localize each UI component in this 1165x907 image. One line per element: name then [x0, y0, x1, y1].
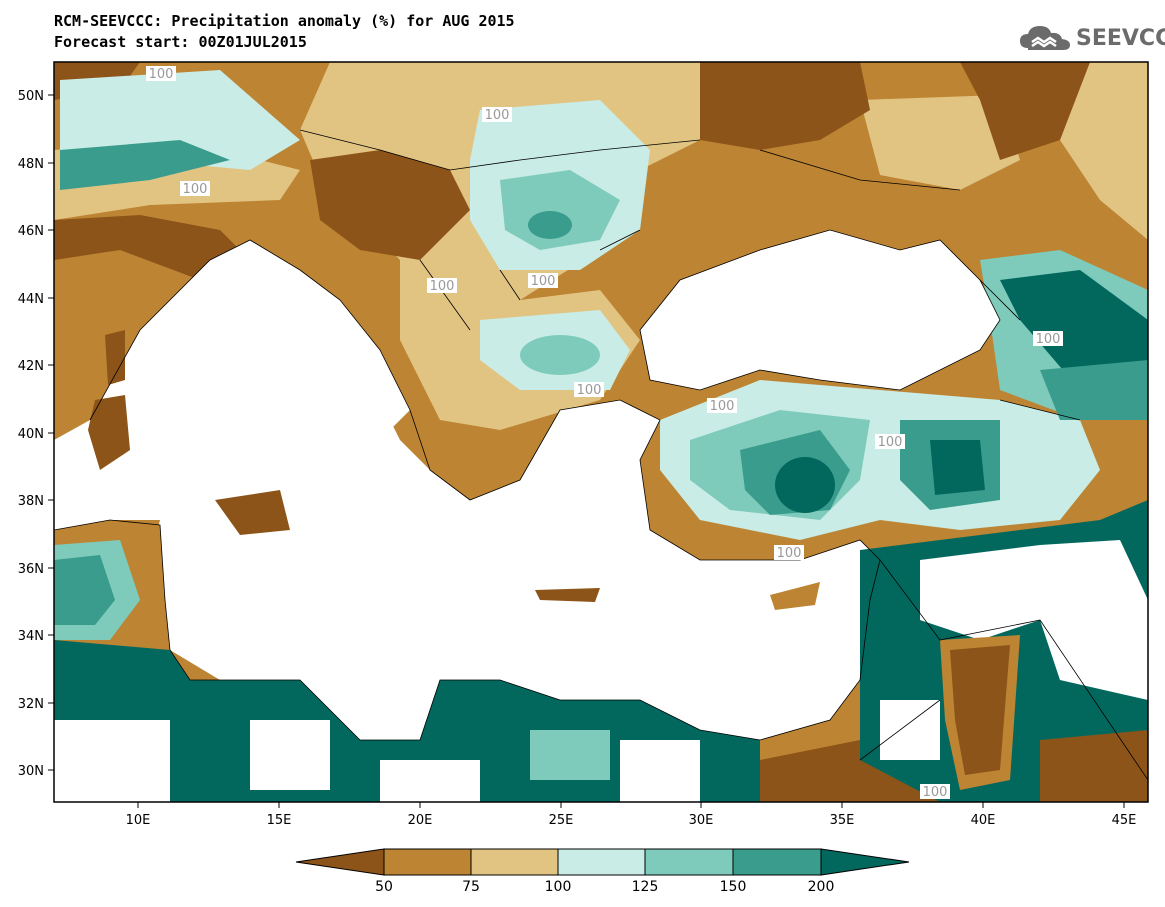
wet-core-bulgaria: [520, 335, 600, 375]
very-wet-core-romania: [528, 211, 572, 239]
colorbar-tick-125: 125: [632, 879, 659, 895]
coastline-africa: [54, 519, 761, 741]
logo-text: SEEVCCC: [1076, 25, 1165, 51]
map-frame: [53, 61, 1149, 803]
lon-label-15e: 15E: [267, 813, 292, 828]
contour-label: 100: [577, 383, 602, 398]
north-africa-no-data-c: [620, 740, 700, 802]
very-wet-band-alps: [60, 140, 230, 190]
colorbar-tick-75: 75: [462, 879, 480, 895]
country-borders: [299, 129, 1148, 781]
jordan-no-data: [880, 700, 940, 760]
colorbar: 50 75 100 125 150 200: [295, 848, 910, 895]
tan-region-ukraine: [860, 95, 1020, 190]
lon-label-45e: 45E: [1112, 813, 1137, 828]
crete-island: [535, 588, 600, 602]
colorbar-tick-100: 100: [545, 879, 572, 895]
colorbar-tick-150: 150: [720, 879, 747, 895]
lon-label-25e: 25E: [549, 813, 574, 828]
longitude-axis: 10E 15E 20E 25E 30E 35E 40E 45E: [126, 802, 1137, 828]
adriatic-sea: [210, 240, 410, 430]
latitude-axis: 50N 48N 46N 44N 42N 40N 38N 36N 34N 32N …: [18, 89, 54, 779]
lat-label-48n: 48N: [18, 157, 44, 172]
contour-label: 100: [183, 182, 208, 197]
contour-label: 100: [149, 67, 174, 82]
extreme-wet-core-anatolia: [775, 457, 835, 513]
colorbar-tick-200: 200: [808, 879, 835, 895]
north-africa-no-data-a: [250, 720, 330, 790]
contour-labels: 100 100 100 100 100 100 100 100 100 100 …: [146, 66, 1063, 800]
contour-label: 100: [710, 399, 735, 414]
contour-label: 100: [485, 108, 510, 123]
egypt-wet-patch: [530, 730, 610, 780]
colorbar-segment-100-125: [557, 848, 646, 876]
north-africa-no-data-west: [54, 720, 170, 802]
corsica-island: [105, 330, 125, 385]
dark-dry-belarus: [960, 62, 1090, 160]
coastlines-borders: [54, 129, 1148, 781]
sicily-island: [215, 490, 290, 535]
lat-label-30n: 30N: [18, 764, 44, 779]
black-sea: [640, 230, 1000, 390]
north-africa-no-data-b: [380, 760, 480, 802]
colorbar-segment-125-150: [644, 848, 734, 876]
lon-label-10e: 10E: [126, 813, 151, 828]
coastline-black-sea: [639, 229, 1001, 391]
lat-label-46n: 46N: [18, 224, 44, 239]
contour-label: 100: [777, 546, 802, 561]
mediterranean-sea: [54, 240, 880, 740]
contour-label: 100: [430, 279, 455, 294]
dark-dry-poland: [700, 62, 870, 150]
lat-label-42n: 42N: [18, 359, 44, 374]
dark-dry-hungary: [310, 150, 470, 260]
lat-label-40n: 40N: [18, 427, 44, 442]
lat-label-32n: 32N: [18, 697, 44, 712]
lon-label-20e: 20E: [408, 813, 433, 828]
iraq-very-dry: [1040, 730, 1148, 802]
syria-very-dry: [950, 645, 1010, 775]
contour-label: 100: [531, 274, 556, 289]
very-wet-south-caucasus: [1040, 360, 1148, 420]
forecast-start-label: Forecast start: 00Z01JUL2015: [54, 33, 307, 51]
colorbar-tick-50: 50: [375, 879, 393, 895]
cyprus-island: [770, 582, 820, 610]
colorbar-segment-150-200: [732, 848, 822, 876]
cloud-icon: [1020, 26, 1070, 50]
contour-label: 100: [1036, 332, 1061, 347]
lon-label-30e: 30E: [689, 813, 714, 828]
contour-label: 100: [878, 435, 903, 450]
middle-east-no-data-a: [920, 545, 1040, 640]
lat-label-38n: 38N: [18, 494, 44, 509]
contour-label: 100: [923, 785, 948, 800]
seevccc-logo: SEEVCCC: [1018, 22, 1165, 54]
map-title: RCM-SEEVCCC: Precipitation anomaly (%) f…: [54, 12, 515, 30]
colorbar-segment-below-50: [295, 848, 385, 876]
lat-label-44n: 44N: [18, 292, 44, 307]
colorbar-segment-75-100: [470, 848, 559, 876]
colorbar-segment-above-200: [820, 848, 910, 876]
lon-label-35e: 35E: [830, 813, 855, 828]
extreme-wet-core-east-anatolia: [930, 440, 985, 495]
sardinia-island: [88, 395, 130, 470]
coastline-north: [89, 239, 881, 741]
map-fields: [54, 62, 1148, 802]
lat-label-34n: 34N: [18, 629, 44, 644]
tunisia-very-wet: [54, 555, 115, 625]
lat-label-36n: 36N: [18, 562, 44, 577]
tan-region-russia: [1060, 62, 1148, 240]
colorbar-segment-50-75: [383, 848, 472, 876]
lat-label-50n: 50N: [18, 89, 44, 104]
lon-label-40e: 40E: [971, 813, 996, 828]
